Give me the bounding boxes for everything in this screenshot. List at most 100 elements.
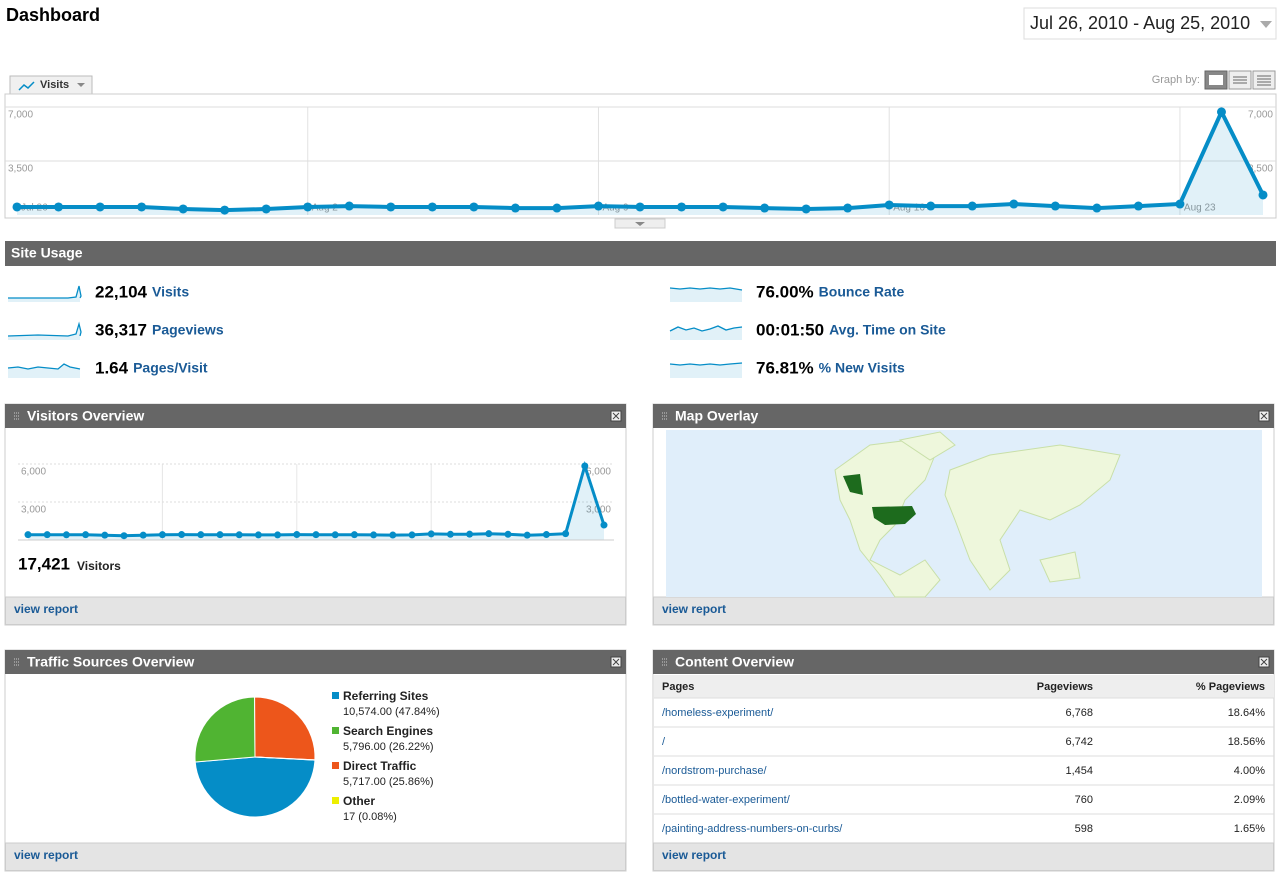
pie-slice[interactable] [254,756,316,761]
metric-label[interactable]: % New Visits [819,360,905,376]
point[interactable] [197,531,205,539]
point[interactable] [801,204,811,214]
page-link[interactable]: /nordstrom-purchase/ [662,765,767,777]
point[interactable] [1175,199,1185,209]
point[interactable] [43,531,51,539]
point[interactable] [82,531,90,539]
point[interactable] [139,531,147,539]
page-link[interactable]: /homeless-experiment/ [662,707,774,719]
close-icon [1260,658,1268,666]
point[interactable] [469,202,479,212]
point[interactable] [312,531,320,539]
point[interactable] [54,202,64,212]
point[interactable] [1050,201,1060,211]
metric-label[interactable]: Visits [40,79,69,91]
point[interactable] [760,203,770,213]
metric-label[interactable]: Bounce Rate [819,284,905,300]
point[interactable] [1216,107,1226,117]
point[interactable] [884,200,894,210]
x-tick-label: Aug 23 [1184,203,1216,214]
point[interactable] [216,531,224,539]
table-cell: 1.65% [1234,823,1265,835]
point[interactable] [350,531,358,539]
point[interactable] [504,530,512,538]
pie-slice[interactable] [254,696,316,761]
point[interactable] [293,531,301,539]
metric-label[interactable]: Visits [152,284,189,300]
point[interactable] [843,203,853,213]
point[interactable] [344,201,354,211]
view-report-link[interactable]: view report [662,848,726,862]
point[interactable] [523,531,531,539]
pie-slice[interactable] [194,696,256,763]
metric-label[interactable]: Pages/Visit [133,360,208,376]
page-link[interactable]: / [662,736,666,748]
point[interactable] [1133,201,1143,211]
point[interactable] [1092,203,1102,213]
column-header: % Pageviews [1196,681,1265,693]
page-link[interactable]: /painting-address-numbers-on-curbs/ [662,823,843,835]
point[interactable] [62,531,70,539]
point[interactable] [24,531,32,539]
metric-label[interactable]: Pageviews [152,322,224,338]
point[interactable] [635,202,645,212]
point[interactable] [1009,199,1019,209]
point[interactable] [542,531,550,539]
table-cell: 6,742 [1065,736,1093,748]
point[interactable] [593,201,603,211]
point[interactable] [600,521,608,529]
map-usa [872,506,916,525]
point[interactable] [120,532,128,540]
point[interactable] [427,530,435,538]
point[interactable] [235,531,243,539]
point[interactable] [389,531,397,539]
point[interactable] [408,531,416,539]
point[interactable] [137,202,147,212]
point[interactable] [220,205,230,215]
page-link[interactable]: /bottled-water-experiment/ [662,794,791,806]
point[interactable] [718,202,728,212]
point[interactable] [158,531,166,539]
pie-slice[interactable] [194,756,316,818]
sparkline [669,325,743,332]
point[interactable] [95,202,105,212]
date-range[interactable]: Jul 26, 2010 - Aug 25, 2010 [1030,13,1250,33]
point[interactable] [178,204,188,214]
point[interactable] [510,203,520,213]
point[interactable] [581,462,589,470]
point[interactable] [967,201,977,211]
point[interactable] [274,531,282,539]
view-report-link[interactable]: view report [14,602,78,616]
visitors-total: 17,421 [18,554,70,573]
point[interactable] [446,530,454,538]
point[interactable] [303,202,313,212]
point[interactable] [485,530,493,538]
panel-footer [653,596,1274,625]
panel-header [5,404,626,428]
close-icon [1260,412,1268,420]
date-picker[interactable] [1023,7,1277,40]
point[interactable] [254,531,262,539]
point[interactable] [1258,190,1268,200]
point[interactable] [926,201,936,211]
point[interactable] [261,204,271,214]
point[interactable] [12,202,22,212]
point[interactable] [466,530,474,538]
metric-label[interactable]: Avg. Time on Site [829,322,946,338]
point[interactable] [677,202,687,212]
graph-by-month[interactable] [1252,70,1276,90]
y-tick-label: 6,000 [21,467,46,478]
point[interactable] [386,202,396,212]
point[interactable] [101,531,109,539]
view-report-link[interactable]: view report [14,848,78,862]
view-report-link[interactable]: view report [662,602,726,616]
point[interactable] [562,530,570,538]
point[interactable] [370,531,378,539]
point[interactable] [552,203,562,213]
close-icon [612,412,620,420]
point[interactable] [331,531,339,539]
y-tick-label: 3,500 [1248,164,1273,175]
point[interactable] [178,531,186,539]
point[interactable] [427,202,437,212]
